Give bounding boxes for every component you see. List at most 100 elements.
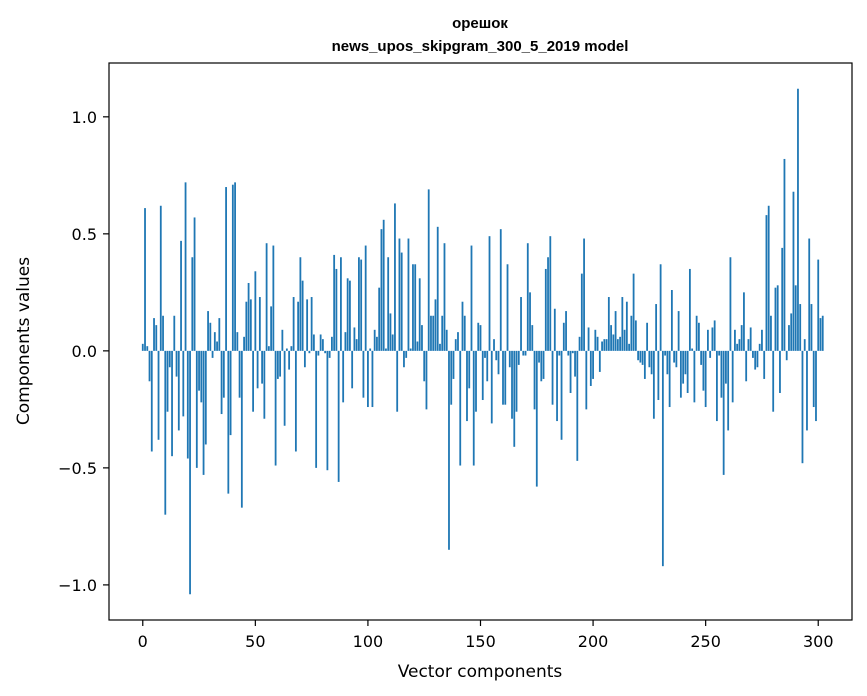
bar-86 <box>335 268 338 351</box>
bar-156 <box>493 339 495 351</box>
bar-66 <box>290 346 293 351</box>
bar-40 <box>231 184 234 351</box>
bar-269 <box>747 339 750 351</box>
bar-83 <box>328 350 331 358</box>
bar-62 <box>281 329 284 351</box>
bar-123 <box>418 278 421 351</box>
bar-132 <box>439 343 441 351</box>
bar-275 <box>761 329 763 351</box>
bar-130 <box>434 299 437 351</box>
bar-159 <box>499 229 502 351</box>
bar-160 <box>502 350 504 405</box>
bar-271 <box>752 350 754 358</box>
bar-285 <box>783 158 786 351</box>
bar-35 <box>220 350 223 415</box>
bar-189 <box>567 350 570 356</box>
bar-120 <box>412 264 414 351</box>
bar-210 <box>614 311 617 351</box>
bar-51 <box>256 350 259 389</box>
bar-297 <box>810 304 813 351</box>
bar-264 <box>736 343 739 351</box>
bar-225 <box>648 350 651 368</box>
bar-162 <box>506 264 509 351</box>
bar-155 <box>490 350 493 424</box>
bar-36 <box>222 350 225 398</box>
bar-139 <box>454 339 457 351</box>
bar-227 <box>652 350 655 419</box>
x-axis-ticks: 0 50 100 150 200 250 300 <box>138 620 834 651</box>
bar-68 <box>294 350 297 452</box>
bar-262 <box>731 350 734 403</box>
bar-98 <box>362 350 365 398</box>
bar-241 <box>684 350 687 375</box>
bar-242 <box>686 350 689 393</box>
bar-217 <box>630 315 633 351</box>
bar-111 <box>391 334 394 351</box>
bar-163 <box>508 350 511 368</box>
bar-85 <box>333 254 336 351</box>
bar-224 <box>646 322 649 351</box>
bar-207 <box>607 297 610 351</box>
bar-80 <box>321 339 324 351</box>
bar-142 <box>461 301 464 351</box>
bar-109 <box>387 257 390 351</box>
bar-88 <box>340 257 342 351</box>
bar-82 <box>326 350 329 471</box>
bar-247 <box>698 322 700 351</box>
bar-21 <box>189 350 191 595</box>
chart-title: орешок <box>452 15 508 32</box>
bar-267 <box>743 292 745 351</box>
bar-144 <box>466 350 468 422</box>
x-tick-label-150: 150 <box>465 632 496 651</box>
bar-117 <box>405 350 408 358</box>
bar-104 <box>376 336 378 351</box>
bar-276 <box>763 350 766 379</box>
bar-19 <box>184 182 187 351</box>
bar-250 <box>704 350 707 408</box>
bar-48 <box>249 299 252 351</box>
bar-206 <box>605 339 608 351</box>
bar-197 <box>585 350 588 410</box>
bar-9 <box>162 315 164 351</box>
x-axis-label: Vector components <box>398 662 563 682</box>
bar-240 <box>682 350 685 384</box>
bar-87 <box>337 350 340 482</box>
bar-273 <box>756 350 759 368</box>
bar-79 <box>319 334 322 351</box>
bar-57 <box>270 306 273 351</box>
bar-38 <box>227 350 230 494</box>
bar-25 <box>198 350 200 391</box>
bar-223 <box>643 350 646 379</box>
bar-231 <box>661 350 664 567</box>
bar-13 <box>171 350 173 457</box>
bar-81 <box>324 350 327 354</box>
bar-301 <box>819 318 822 351</box>
bar-186 <box>560 350 563 440</box>
bar-119 <box>409 348 412 351</box>
bar-248 <box>700 350 703 365</box>
bar-22 <box>191 257 194 351</box>
bar-278 <box>767 205 770 351</box>
bar-47 <box>247 282 250 351</box>
bar-281 <box>774 287 777 351</box>
bar-23 <box>193 217 196 351</box>
bar-214 <box>623 329 626 351</box>
bar-193 <box>576 350 579 461</box>
bar-141 <box>459 350 462 466</box>
bar-234 <box>668 350 671 408</box>
bar-254 <box>713 320 716 351</box>
bar-221 <box>639 350 642 363</box>
bar-73 <box>306 299 309 351</box>
bar-173 <box>531 325 534 351</box>
bar-115 <box>400 252 403 351</box>
bar-261 <box>729 257 732 351</box>
bar-151 <box>481 350 484 401</box>
bar-114 <box>398 238 401 351</box>
bar-113 <box>396 350 399 412</box>
x-tick-label-0: 0 <box>138 632 148 651</box>
bar-180 <box>547 257 549 351</box>
bar-94 <box>353 327 356 351</box>
bar-166 <box>515 350 518 412</box>
bar-77 <box>315 350 318 468</box>
